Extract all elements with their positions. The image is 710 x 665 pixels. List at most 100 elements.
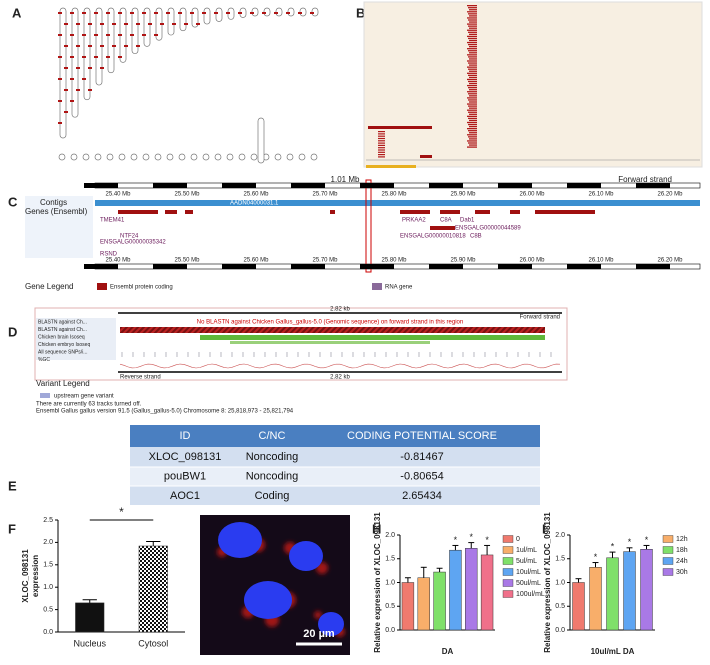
read xyxy=(467,128,477,130)
y-axis-label-line: XLOC_098131 xyxy=(21,549,30,603)
significance: * xyxy=(119,505,124,519)
strand-label: Forward strand xyxy=(520,315,560,321)
track-label: %GC xyxy=(38,357,50,363)
read xyxy=(469,39,477,42)
gene-label: RSND xyxy=(100,252,118,258)
chromosome xyxy=(143,7,151,47)
read xyxy=(468,56,477,58)
locus-mark xyxy=(178,12,182,14)
panel-label: B xyxy=(356,5,365,20)
legend-swatch xyxy=(662,568,674,576)
locus-mark xyxy=(214,12,218,14)
legend-swatch xyxy=(97,283,107,290)
gene-label: ENSGALG00000035342 xyxy=(100,240,166,246)
scale-segment xyxy=(84,264,118,269)
chromosome-small xyxy=(142,153,150,161)
locus-mark xyxy=(70,12,74,14)
x-axis-label: 10ul/mL DA xyxy=(591,647,635,656)
chromosome xyxy=(215,7,223,22)
locus-mark xyxy=(82,12,86,14)
legend-label: 30h xyxy=(676,569,688,576)
span-label: 2.82 kb xyxy=(330,375,350,381)
table-row xyxy=(130,486,540,505)
locus-mark xyxy=(82,56,86,58)
strand-label: Forward strand xyxy=(618,175,672,184)
chromosome xyxy=(131,7,139,55)
read xyxy=(467,23,477,25)
position-label: 25.70 Mb xyxy=(312,192,338,198)
read-block xyxy=(420,155,432,158)
chromosome-small xyxy=(190,153,198,161)
chromosome-small xyxy=(250,153,258,161)
karyotype-panel xyxy=(58,7,319,164)
read xyxy=(469,89,477,91)
locus-mark xyxy=(196,23,200,25)
chromosome-small xyxy=(274,153,282,161)
table-cell: Coding xyxy=(255,490,290,502)
bar xyxy=(623,551,636,631)
chromosome xyxy=(167,7,175,36)
locus-mark xyxy=(262,12,266,14)
legend-label: upstream gene variant xyxy=(54,394,114,400)
gene-bar xyxy=(510,210,520,214)
read xyxy=(468,87,477,89)
significance: * xyxy=(454,535,458,545)
gene-label: ENSGALG00000010818 xyxy=(400,234,466,240)
bar xyxy=(465,548,478,631)
scale-label: 20 µm xyxy=(303,628,335,640)
locus-mark xyxy=(76,45,80,47)
scale-segment xyxy=(222,264,256,269)
table-cell: pouBW1 xyxy=(164,470,206,482)
bar xyxy=(433,571,446,631)
locus-mark xyxy=(148,23,152,25)
locus-mark xyxy=(64,45,68,47)
bar xyxy=(401,582,415,631)
nucleus xyxy=(244,581,292,619)
table-cell: XLOC_098131 xyxy=(149,451,222,463)
locus-mark xyxy=(118,12,122,14)
locus-mark xyxy=(88,67,92,69)
locus-mark xyxy=(88,45,92,47)
scale-segment xyxy=(291,264,325,269)
table-header xyxy=(130,425,540,447)
read xyxy=(468,99,477,101)
locus-mark xyxy=(64,67,68,69)
position-label: 26.20 Mb xyxy=(657,192,683,198)
read xyxy=(378,135,385,137)
gene-bar xyxy=(430,226,455,230)
note: There are currently 63 tracks turned off… xyxy=(36,402,142,408)
read xyxy=(468,74,477,76)
ensembl-view: 2.82 kb Forward strand Reverse strand 2.… xyxy=(34,307,568,415)
table-cell: -0.80654 xyxy=(400,470,443,482)
locus-mark xyxy=(190,12,194,14)
read xyxy=(468,19,477,21)
significance: * xyxy=(469,532,473,542)
read xyxy=(469,46,477,48)
bar xyxy=(449,549,462,631)
read xyxy=(469,64,477,66)
scale-segment xyxy=(429,183,463,188)
read xyxy=(467,97,477,99)
read xyxy=(467,5,477,7)
legend-label: 50ul/mL xyxy=(516,580,541,587)
locus-mark xyxy=(106,12,110,14)
read xyxy=(469,113,477,115)
locus-mark xyxy=(58,100,62,102)
locus-mark xyxy=(172,23,176,25)
legend-label: 5ul/mL xyxy=(516,558,537,565)
locus-mark xyxy=(238,12,242,14)
locus-mark xyxy=(142,12,146,14)
locus-mark xyxy=(130,34,134,36)
table-row xyxy=(130,447,540,467)
read xyxy=(469,21,477,23)
locus-mark xyxy=(88,23,92,25)
read xyxy=(468,31,477,33)
scale-segment xyxy=(567,264,601,269)
chromosome xyxy=(257,117,265,164)
read xyxy=(469,132,477,134)
chromosome xyxy=(203,7,211,25)
legend-swatch xyxy=(502,546,514,554)
locus-mark xyxy=(64,89,68,91)
read xyxy=(467,66,477,68)
isoseq-bar xyxy=(230,341,430,344)
